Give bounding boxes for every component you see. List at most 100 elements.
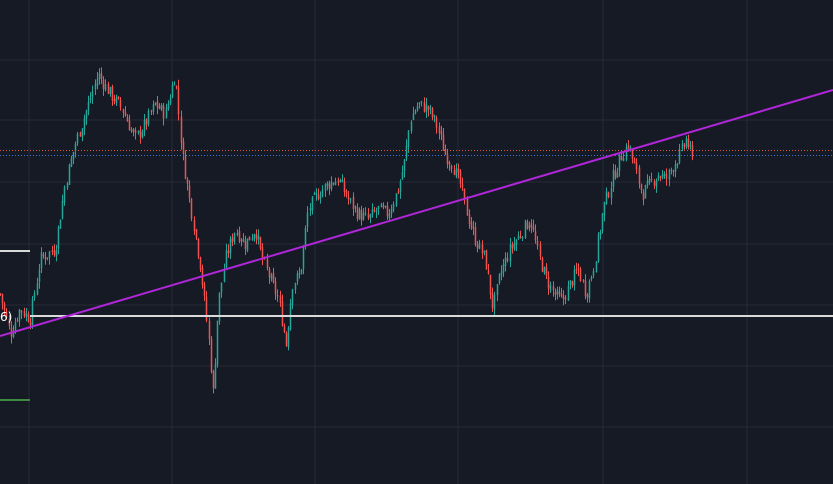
candle-body xyxy=(627,145,630,149)
candle-body xyxy=(12,332,15,337)
candle-body xyxy=(285,333,288,346)
candle-body xyxy=(248,236,251,241)
trendline-group[interactable] xyxy=(0,89,833,337)
candle-body xyxy=(380,203,383,208)
candle-body xyxy=(590,276,593,280)
candle-body xyxy=(29,322,32,325)
candle-body xyxy=(478,242,481,249)
candle-body xyxy=(640,184,643,191)
candle-body xyxy=(526,221,529,230)
candle-body xyxy=(141,131,144,138)
candle-body xyxy=(66,183,69,188)
candle-body xyxy=(401,171,404,180)
candle-body xyxy=(281,301,284,326)
candle-body xyxy=(509,244,512,262)
candle-body xyxy=(242,239,245,242)
candle-body xyxy=(435,117,438,128)
candle-body xyxy=(536,240,539,246)
candle-body xyxy=(175,86,178,88)
candle-body xyxy=(491,293,494,309)
edge-price-label: 6) xyxy=(0,310,12,324)
candle-body xyxy=(139,129,142,137)
candle-body xyxy=(461,184,464,187)
candle-body xyxy=(298,273,301,275)
candle-body xyxy=(597,234,600,262)
candle-body xyxy=(554,291,557,295)
candle-body xyxy=(661,174,664,178)
candle-body xyxy=(328,183,331,189)
candle-body xyxy=(311,196,314,211)
candle-body xyxy=(20,310,23,313)
candle-body xyxy=(665,174,668,179)
candle-body xyxy=(296,273,299,282)
candle-body xyxy=(334,181,337,186)
candle-body xyxy=(147,110,150,125)
candle-body xyxy=(23,311,26,317)
candle-body xyxy=(184,154,187,179)
candle-body xyxy=(132,129,135,132)
candle-body xyxy=(229,238,232,254)
candle-body xyxy=(416,106,419,111)
candle-body xyxy=(98,73,101,80)
candle-body xyxy=(418,102,421,105)
candle-body xyxy=(500,271,503,276)
candle-body xyxy=(562,295,565,299)
candle-body xyxy=(659,176,662,178)
candle-body xyxy=(231,237,234,243)
candle-body xyxy=(124,112,127,116)
candle-body xyxy=(156,101,159,108)
candle-body xyxy=(216,320,219,365)
candle-body xyxy=(317,194,320,200)
candle-body xyxy=(343,181,346,193)
candle-body xyxy=(208,320,211,339)
candle-body xyxy=(547,276,550,289)
candle-body xyxy=(603,202,606,216)
candle-body xyxy=(364,212,367,214)
candle-body xyxy=(571,281,574,286)
candle-body xyxy=(283,326,286,333)
candle-body xyxy=(558,291,561,295)
candle-body xyxy=(504,257,507,267)
candle-body xyxy=(240,239,243,242)
candle-body xyxy=(337,179,340,184)
candle-body xyxy=(414,110,417,114)
candle-body xyxy=(427,106,430,110)
candle-body xyxy=(403,159,406,172)
candle-body xyxy=(629,147,632,150)
candle-body xyxy=(246,238,249,251)
candle-body xyxy=(326,182,329,187)
candle-body xyxy=(519,236,522,238)
candle-body xyxy=(134,130,137,133)
candle-body xyxy=(169,98,172,104)
candle-body xyxy=(549,284,552,291)
candle-body xyxy=(91,91,94,98)
candle-body xyxy=(579,268,582,282)
candle-body xyxy=(513,243,516,250)
candle-body xyxy=(678,149,681,163)
candle-body xyxy=(259,237,262,249)
candle-body xyxy=(236,232,239,235)
candle-body xyxy=(502,264,505,273)
candle-body xyxy=(352,196,355,210)
candle-body xyxy=(53,250,56,256)
candle-body xyxy=(687,138,690,148)
candle-body xyxy=(85,110,88,119)
candle-body xyxy=(474,227,477,246)
candle-body xyxy=(59,219,62,229)
ascending-trendline[interactable] xyxy=(0,89,833,337)
candle-body xyxy=(371,209,374,215)
levels-group xyxy=(0,150,833,401)
candle-body xyxy=(429,107,432,109)
candle-body xyxy=(599,231,602,235)
candle-body xyxy=(150,110,153,113)
candle-body xyxy=(382,205,385,208)
candle-body xyxy=(354,206,357,208)
candle-body xyxy=(72,151,75,159)
candle-body xyxy=(511,244,514,248)
candle-body xyxy=(81,128,84,138)
candle-body xyxy=(567,285,570,301)
candle-body xyxy=(158,106,161,109)
